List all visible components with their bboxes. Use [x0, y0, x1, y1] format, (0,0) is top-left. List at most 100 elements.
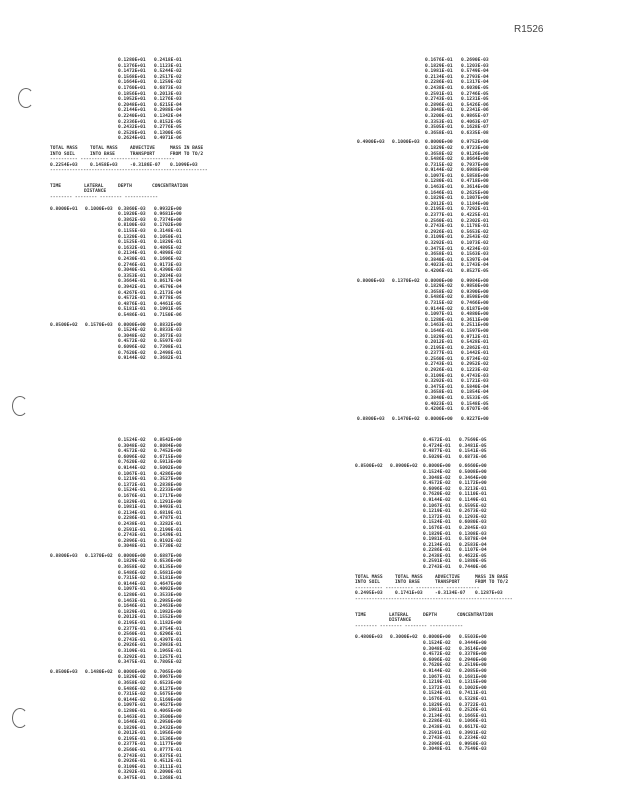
depth-value: 0.3862E-03	[118, 217, 146, 223]
depth-value: 0.1524E-02	[118, 328, 146, 334]
summary-value: 0.1099E+03	[170, 162, 198, 168]
table-row: 0.4572E-02 0.1172E+00	[423, 481, 515, 487]
depth-value: 0.5486E-02	[425, 295, 453, 301]
table-row: 0.1463E-01 0.2985E+00	[118, 599, 190, 605]
concentration-value: 0.1315E+00	[459, 680, 487, 686]
depth-value: 0.2743E-01	[425, 224, 453, 230]
table-row: 0.1676E-01 0.5328E-01	[423, 697, 515, 703]
concentration-value: 0.6873E-03	[154, 85, 182, 91]
table-row: 0.0000E+00 0.7065E+00	[118, 670, 190, 676]
concentration-value: 0.3722E-01	[459, 702, 487, 708]
table-row: 0.2560E-01 0.6296E-01	[118, 632, 190, 638]
depth-value: 0.2286E-01	[423, 719, 451, 725]
depth-value: 0.7315E-02	[425, 300, 453, 306]
table-row: 0.1524E-01 0.7411E-01	[423, 691, 515, 697]
depth-value: 0.1155E-03	[118, 229, 146, 235]
concentration-value: 0.3213E-01	[459, 486, 487, 492]
depth-value: 0.1829E-01	[425, 334, 453, 340]
concentration-value: 0.2085E+00	[459, 668, 487, 674]
concentration-value: 0.6215E-04	[154, 102, 182, 108]
concentration-value: 0.1050E-01	[154, 234, 182, 240]
depth-value: 0.2560E-01	[425, 218, 453, 224]
table-row: 0.3475E-01 0.5840E-04	[425, 385, 497, 391]
concentration-value: 0.2625E+00	[461, 190, 489, 196]
table-row: 0.3658E-02 0.9126E+00	[425, 152, 497, 158]
depth-value: 0.2438E-01	[425, 85, 453, 91]
depth-value: 0.4572E-02	[118, 449, 146, 455]
depth-value: 0.3942E-01	[118, 284, 146, 290]
concentration-value: 0.1342E-04	[154, 113, 182, 119]
concentration-value: 0.9984E+00	[461, 278, 489, 284]
table-row: 0.1067E-01 0.4286E+00	[118, 472, 190, 478]
concentration-value: 0.5675E+00	[154, 692, 182, 698]
concentration-value: 0.8527E-05	[461, 268, 489, 274]
concentration-value: 0.2519E+00	[459, 663, 487, 669]
depth-value: 0.3048E-01	[423, 747, 451, 753]
depth-value: 0.1524E-01	[423, 691, 451, 697]
concentration-value: 0.2463E+00	[154, 604, 182, 610]
table-row: 0.2743E-01 0.7440E-06	[423, 565, 515, 571]
depth-value: 0.4572E-02	[423, 652, 451, 658]
depth-value: 0.7620E-02	[423, 492, 451, 498]
table-row: 0.2286E-01 0.1317E-04	[425, 80, 497, 86]
concentration-value: 0.3533E+00	[154, 593, 182, 599]
depth-value: 0.3840E-01	[425, 396, 453, 402]
depth-value: 0.1463E-01	[425, 323, 453, 329]
depth-value: 0.1280E-01	[118, 593, 146, 599]
data-block: 0.1280E+01 0.2418E-01 0.1376E+01 0.1123E-01…	[50, 58, 210, 142]
concentration-value: 0.1965E-01	[154, 648, 182, 654]
depth-value: 0.4876E-01	[118, 301, 146, 307]
concentration-value: 0.3378E+00	[459, 652, 487, 658]
table-row: 0.1280E-01 0.4065E+00	[118, 709, 190, 715]
table-row: 0.2560E-01 0.2302E-01	[425, 219, 497, 225]
depth-value: 0.1219E-01	[423, 509, 451, 515]
concentration-value: 0.8664E+00	[461, 157, 489, 163]
depth-value: 0.2144E+01	[118, 108, 146, 114]
table-row: 0.7620E-02 0.1110E-01	[423, 492, 515, 498]
depth-value: 0.1829E-01	[118, 725, 146, 731]
concentration-value: 0.9932E+00	[154, 206, 182, 212]
concentration-value: 0.1149E-01	[459, 497, 487, 503]
depth-value: 0.2286E-01	[118, 516, 146, 522]
depth-value: 0.2743E-01	[425, 362, 453, 368]
table-row: 0.2591E-01 0.2199E-01	[118, 528, 190, 534]
concentration-value: 0.1107E-04	[459, 548, 487, 554]
depth-value: 0.4023E-01	[425, 263, 453, 269]
table-row: 0.1646E-01 0.2950E+00	[118, 720, 190, 726]
depth-value: 0.2743E-01	[425, 97, 453, 103]
page-id: R1526	[514, 24, 544, 35]
binder-hole-mark	[12, 396, 28, 416]
table-row: 0.1219E-01 0.2673E-02	[423, 509, 515, 515]
depth-value: 0.1920E-03	[118, 212, 146, 218]
table-row: 0.2743E-01 0.2334E-02	[423, 736, 515, 742]
depth-value: 0.1981E-01	[423, 708, 451, 714]
depth-value: 0.2012E-01	[118, 615, 146, 621]
depth-value: 0.2286E-01	[423, 548, 451, 554]
summary-underline: ---------- ---------- ---------- -------…	[50, 157, 175, 163]
table-row: 0.1376E+01 0.1123E-01	[118, 64, 210, 70]
depth-value: 0.1981E-01	[425, 69, 453, 75]
table-row: 0.1219E-01 0.1315E+00	[423, 680, 515, 686]
depth-value: 0.5486E-01	[118, 312, 146, 318]
depth-value: 0.1463E-01	[425, 185, 453, 191]
table-row: 0.3840E-01 0.5533E-05	[425, 396, 497, 402]
depth-value: 0.2377E-01	[425, 351, 453, 357]
concentration-value: 0.1854E-04	[461, 390, 489, 396]
concentration-value: 0.4718E+00	[461, 179, 489, 185]
concentration-value: 0.1536E+00	[154, 736, 182, 742]
concentration-value: 0.4065E+00	[154, 708, 182, 714]
concentration-value: 0.5328E-01	[459, 696, 487, 702]
rows: 0.0000E+00 0.8832E+00 0.1524E-02 0.8833E-03…	[118, 323, 210, 362]
depth-value: 0.2012E-01	[118, 731, 146, 737]
concentration-value: 0.7398E-01	[154, 344, 182, 350]
table-row: 0.1676E-01 0.1717E+00	[118, 494, 190, 500]
depth-value: 0.9144E-02	[118, 697, 146, 703]
table-row: 0.2134E-01 0.4898E-02	[118, 251, 210, 257]
depth-value: 0.1981E-01	[423, 537, 451, 543]
table-row: 0.4023E-01 0.1743E-04	[425, 263, 497, 269]
depth-value: 0.2377E-01	[118, 742, 146, 748]
table-row: 0.1372E-01 0.2838E+00	[118, 483, 190, 489]
depth-value: 0.2134E-01	[423, 713, 451, 719]
depth-value: 0.9144E-02	[118, 465, 146, 471]
